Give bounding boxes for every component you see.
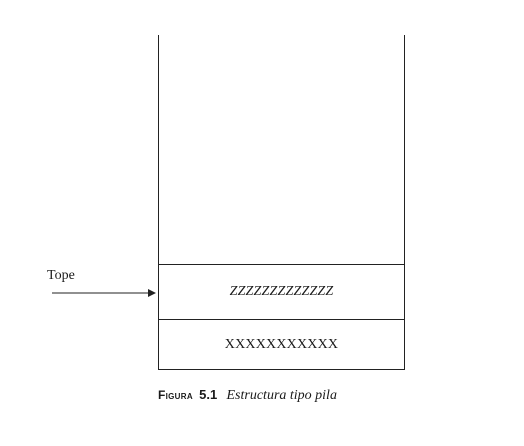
stack-bottom-item-label: XXXXXXXXXXX bbox=[224, 337, 339, 352]
figure-title: Estructura tipo pila bbox=[226, 388, 337, 403]
top-pointer-arrow-icon bbox=[52, 289, 156, 297]
stack-top-item-label: ZZZZZZZZZZZZZ bbox=[229, 284, 334, 299]
stack-top-cell: ZZZZZZZZZZZZZ bbox=[158, 264, 405, 319]
figure-number: 5.1 bbox=[199, 387, 218, 402]
figure-label: Figura bbox=[158, 388, 193, 402]
stack-right-wall bbox=[404, 35, 405, 370]
stack-bottom-cell: XXXXXXXXXXX bbox=[158, 319, 405, 370]
stack-left-wall bbox=[158, 35, 159, 370]
top-pointer-label: Tope bbox=[47, 268, 75, 283]
figure-caption: Figura 5.1 Estructura tipo pila bbox=[158, 387, 337, 404]
stack-base-line bbox=[158, 369, 405, 370]
